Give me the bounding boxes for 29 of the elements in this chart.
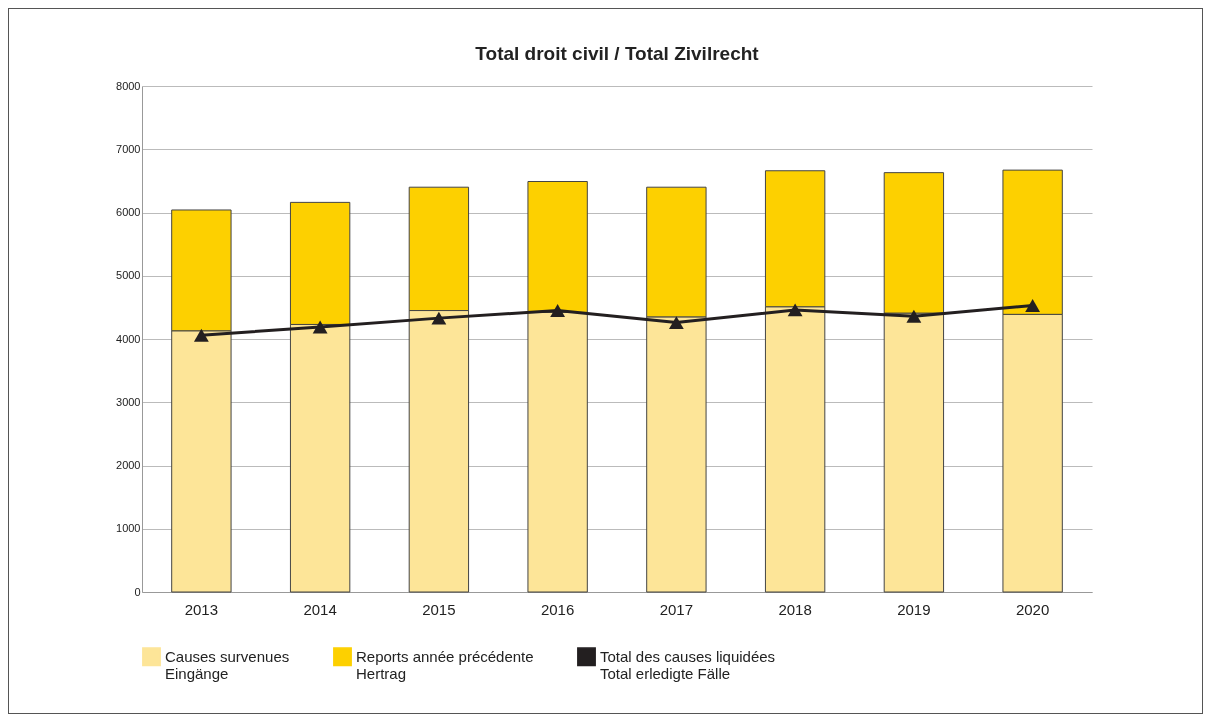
x-tick-label: 2016 [540,600,575,618]
y-tick-label: 5000 [116,269,141,282]
point [668,316,684,329]
y-tick-label: 3000 [116,395,141,408]
point [787,303,803,317]
y-tick-label: 1000 [116,522,141,535]
y-tick-label: 2000 [116,459,141,471]
point [312,320,328,334]
y-tick-label: 7000 [116,142,141,155]
point [431,311,447,325]
x-tick-label: 2013 [184,600,219,618]
y-tick-label: 6000 [116,206,141,218]
legend-label: Causes survenues Eingänge [165,647,290,682]
legend-label: Total des causes liquidées Total erledigte Fälle [600,647,776,682]
legend-label: Reports année précédente Hertrag [356,647,534,682]
x-tick-label: 2017 [659,600,694,618]
x-tick-label: 2020 [1015,600,1050,618]
x-tick-label: 2019 [897,600,931,618]
x-tick-label: 2014 [303,600,337,618]
chart-title: Total droit civil / Total Zivilrecht [475,43,760,64]
y-tick-label: 4000 [116,332,141,345]
y-tick-label: 0 [134,585,141,598]
point [193,328,209,342]
y-tick-label: 8000 [116,79,141,92]
point [550,304,566,317]
x-tick-label: 2015 [422,600,456,618]
point [906,309,922,323]
x-tick-label: 2018 [778,600,812,618]
point [1025,299,1041,312]
